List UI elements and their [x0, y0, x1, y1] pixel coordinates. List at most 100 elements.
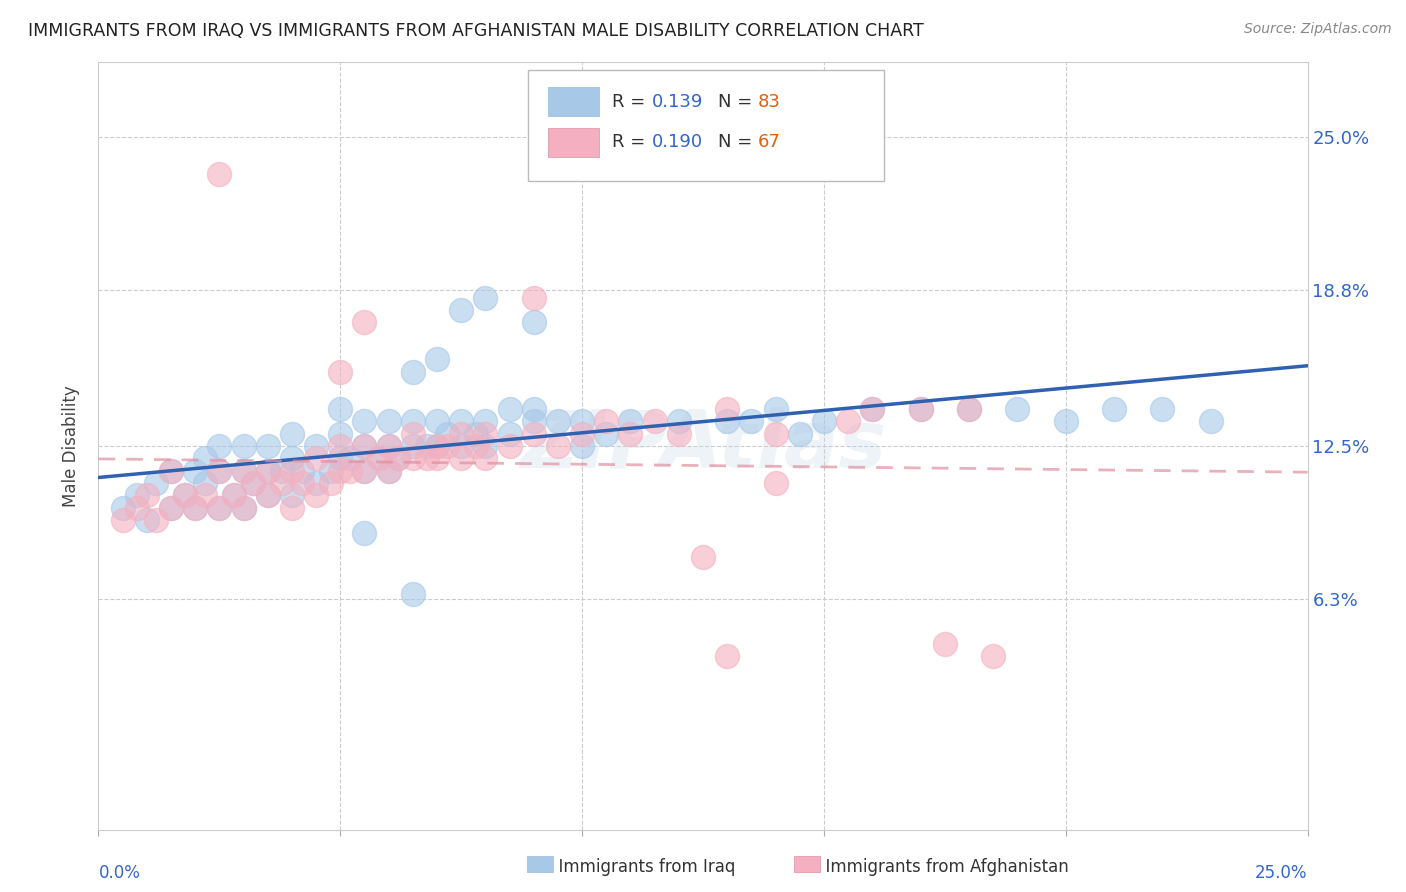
Point [474, 291, 496, 305]
Text: 83: 83 [758, 93, 780, 111]
Text: 0.139: 0.139 [652, 93, 703, 111]
Point [242, 476, 264, 491]
Point [692, 550, 714, 565]
Point [208, 439, 231, 453]
Point [353, 439, 375, 453]
Point [208, 167, 231, 181]
Point [377, 464, 399, 478]
Point [353, 464, 375, 478]
Point [305, 451, 328, 466]
Point [232, 500, 254, 515]
Point [523, 315, 546, 329]
Point [450, 426, 472, 441]
Point [194, 451, 217, 466]
Point [319, 464, 342, 478]
Point [339, 464, 361, 478]
Point [498, 439, 520, 453]
Point [305, 439, 328, 453]
Point [329, 426, 352, 441]
Point [474, 414, 496, 428]
Point [368, 451, 391, 466]
Point [1102, 401, 1125, 416]
Text: 0.0%: 0.0% [98, 864, 141, 882]
Point [281, 451, 304, 466]
Point [242, 476, 264, 491]
Point [353, 414, 375, 428]
Point [329, 464, 352, 478]
Point [837, 414, 859, 428]
Point [377, 414, 399, 428]
Point [387, 451, 409, 466]
Point [232, 464, 254, 478]
Point [981, 649, 1004, 664]
Point [436, 439, 458, 453]
Point [523, 401, 546, 416]
Point [740, 414, 762, 428]
Point [426, 352, 449, 367]
Point [184, 500, 207, 515]
Point [402, 426, 425, 441]
Point [208, 464, 231, 478]
Point [145, 476, 167, 491]
Point [474, 451, 496, 466]
Point [910, 401, 932, 416]
Point [426, 414, 449, 428]
Point [329, 365, 352, 379]
Point [256, 488, 278, 502]
Point [402, 414, 425, 428]
Point [450, 439, 472, 453]
Point [571, 426, 593, 441]
Text: ZIPAtlas: ZIPAtlas [520, 407, 886, 485]
Point [174, 488, 197, 502]
Point [765, 426, 787, 441]
Text: N =: N = [717, 133, 758, 152]
Point [426, 439, 449, 453]
Point [498, 426, 520, 441]
Point [353, 439, 375, 453]
Text: 67: 67 [758, 133, 780, 152]
Point [208, 500, 231, 515]
Point [305, 476, 328, 491]
Point [416, 451, 439, 466]
Point [464, 426, 486, 441]
Text: R =: R = [613, 133, 651, 152]
Point [474, 426, 496, 441]
Point [1054, 414, 1077, 428]
Point [860, 401, 883, 416]
Point [1199, 414, 1222, 428]
Text: IMMIGRANTS FROM IRAQ VS IMMIGRANTS FROM AFGHANISTAN MALE DISABILITY CORRELATION : IMMIGRANTS FROM IRAQ VS IMMIGRANTS FROM … [28, 22, 924, 40]
Point [135, 488, 157, 502]
Point [765, 401, 787, 416]
Point [135, 513, 157, 527]
Point [668, 414, 690, 428]
Point [290, 464, 312, 478]
Point [498, 401, 520, 416]
Text: Immigrants from Afghanistan: Immigrants from Afghanistan [815, 858, 1069, 876]
Point [789, 426, 811, 441]
Point [910, 401, 932, 416]
Point [329, 401, 352, 416]
Point [194, 488, 217, 502]
Point [1007, 401, 1029, 416]
FancyBboxPatch shape [548, 128, 599, 157]
Point [256, 464, 278, 478]
Point [402, 439, 425, 453]
Point [232, 500, 254, 515]
Point [523, 291, 546, 305]
Point [450, 414, 472, 428]
Y-axis label: Male Disability: Male Disability [62, 385, 80, 507]
Point [716, 401, 738, 416]
Point [329, 439, 352, 453]
Point [184, 464, 207, 478]
Point [222, 488, 245, 502]
Point [436, 426, 458, 441]
Point [377, 464, 399, 478]
Point [174, 488, 197, 502]
Point [194, 476, 217, 491]
Point [232, 464, 254, 478]
Point [160, 464, 183, 478]
Point [111, 513, 134, 527]
Point [305, 488, 328, 502]
Text: Source: ZipAtlas.com: Source: ZipAtlas.com [1244, 22, 1392, 37]
Point [450, 302, 472, 317]
